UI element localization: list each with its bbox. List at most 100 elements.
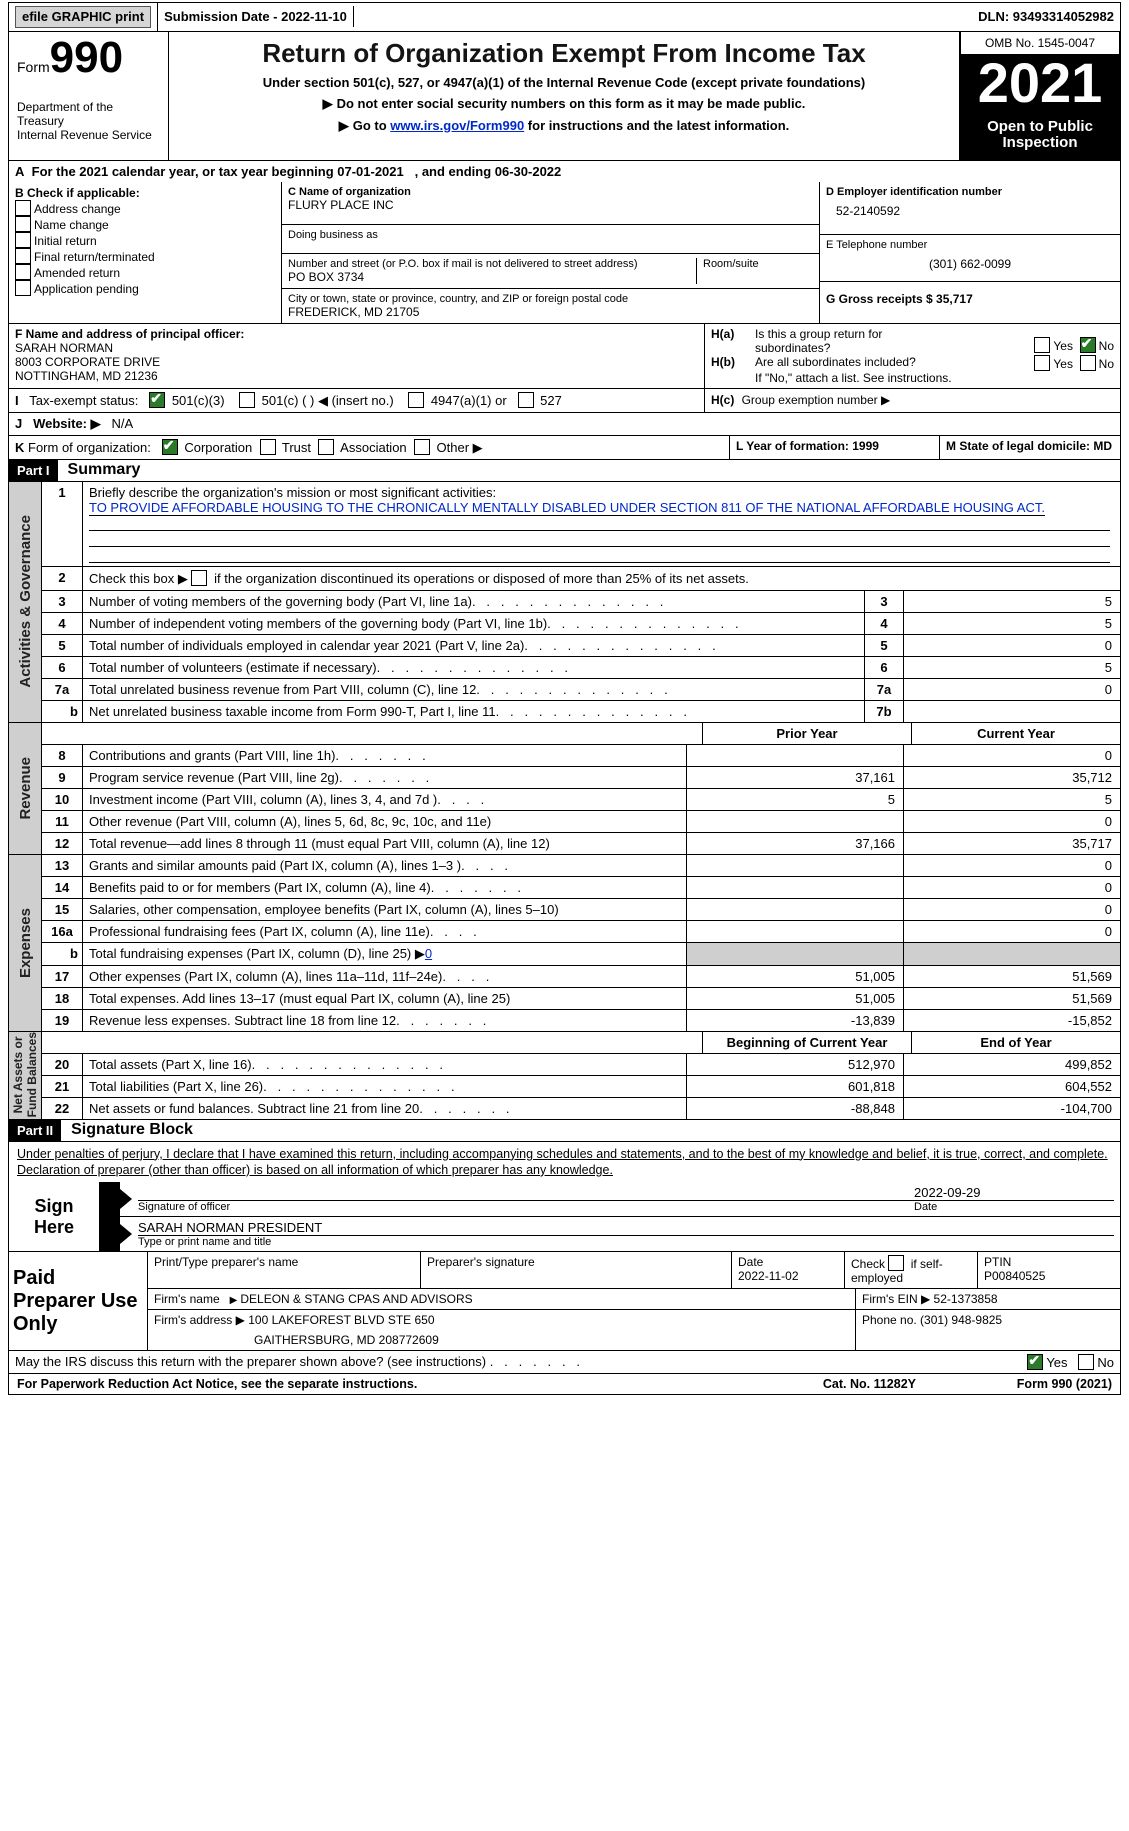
vtab-na: Net Assets or Fund Balances (11, 1032, 39, 1117)
exp-19-text: Revenue less expenses. Subtract line 18 … (83, 1010, 686, 1031)
year-formation: L Year of formation: 1999 (730, 436, 940, 459)
current-year-header: Current Year (911, 723, 1120, 744)
rev-12-py: 37,166 (686, 833, 903, 854)
org-name: FLURY PLACE INC (288, 198, 813, 212)
exp-16b-text: Total fundraising expenses (Part IX, col… (83, 943, 686, 965)
col-b-header: B Check if applicable: (15, 186, 275, 200)
subtitle-2: Do not enter social security numbers on … (323, 96, 806, 112)
line7a-val: 0 (904, 679, 1120, 700)
check-address-change[interactable] (15, 200, 31, 216)
form-org-label: Form of organization: (28, 440, 151, 455)
check-initial-return[interactable] (15, 232, 31, 248)
sign-here-block: Sign Here 2022-09-29 Signature of office… (8, 1182, 1121, 1252)
lbl-4947: 4947(a)(1) or (431, 393, 507, 408)
check-amended-return[interactable] (15, 264, 31, 280)
net-21-cy: 604,552 (903, 1076, 1120, 1097)
exp-18-py: 51,005 (686, 988, 903, 1009)
print-name-label: Type or print name and title (138, 1236, 1114, 1248)
exp-18-text: Total expenses. Add lines 13–17 (must eq… (83, 988, 686, 1009)
telephone-label: E Telephone number (826, 239, 1114, 251)
chk-527[interactable] (518, 392, 534, 408)
chk-association[interactable] (318, 439, 334, 455)
hb-text-2: If "No," attach a list. See instructions… (711, 371, 1114, 385)
part1-title: Summary (58, 461, 141, 479)
exp-13-text: Grants and similar amounts paid (Part IX… (83, 855, 686, 876)
lbl-address-change: Address change (34, 202, 121, 216)
ha-yes-check[interactable] (1034, 337, 1050, 353)
chk-self-employed[interactable] (888, 1255, 904, 1271)
lbl-application-pending: Application pending (34, 282, 139, 296)
hb-yes-lbl: Yes (1053, 357, 1073, 371)
part2-tag: Part II (9, 1120, 61, 1141)
perjury-declaration: Under penalties of perjury, I declare th… (8, 1142, 1121, 1183)
ptin-value: P00840525 (984, 1269, 1045, 1283)
lbl-527: 527 (540, 393, 562, 408)
line5-text: Total number of individuals employed in … (83, 635, 864, 656)
date-label: Date (914, 1201, 1114, 1213)
chk-corporation[interactable] (162, 439, 178, 455)
ha-no-check[interactable] (1080, 337, 1096, 353)
ha-lbl: H(a) (711, 327, 755, 355)
chk-trust[interactable] (260, 439, 276, 455)
footer-form: Form 990 (2021) (1017, 1377, 1112, 1391)
may-no-lbl: No (1097, 1355, 1114, 1370)
chk-other[interactable] (414, 439, 430, 455)
ha-text-2: subordinates? (755, 341, 830, 355)
lbl-trust: Trust (282, 440, 311, 455)
check-final-return[interactable] (15, 248, 31, 264)
ein-value: 52-2140592 (826, 204, 1114, 218)
part1-header: Part I Summary (8, 460, 1121, 482)
line5-val: 0 (904, 635, 1120, 656)
firm-address-2: GAITHERSBURG, MD 208772609 (154, 1327, 849, 1347)
chk-501c[interactable] (239, 392, 255, 408)
firm-phone: Phone no. (301) 948-9825 (856, 1310, 1120, 1350)
may-yes-lbl: Yes (1046, 1355, 1067, 1370)
part2-header: Part II Signature Block (8, 1120, 1121, 1142)
line3-val: 5 (904, 591, 1120, 612)
i-lbl: I (15, 393, 19, 408)
hb-yes-check[interactable] (1034, 355, 1050, 371)
net-22-text: Net assets or fund balances. Subtract li… (83, 1098, 686, 1119)
website-value: N/A (111, 416, 133, 431)
check-application-pending[interactable] (15, 280, 31, 296)
exp-16b-py (686, 943, 903, 965)
may-no-check[interactable] (1078, 1354, 1094, 1370)
chk-discontinued[interactable] (191, 570, 207, 586)
self-emp-check-label: Check (851, 1257, 885, 1271)
chk-501c3[interactable] (149, 392, 165, 408)
footer-cat: Cat. No. 11282Y (815, 1374, 924, 1394)
rev-8-py (686, 745, 903, 766)
preparer-name-label: Print/Type preparer's name (154, 1255, 414, 1269)
line7b-val (904, 701, 1120, 722)
section-activities-governance: Activities & Governance 1 Briefly descri… (8, 482, 1121, 723)
firm-address-label: Firm's address ▶ (154, 1313, 245, 1327)
officer-address-1: 8003 CORPORATE DRIVE (15, 355, 698, 369)
may-yes-check[interactable] (1027, 1354, 1043, 1370)
may-irs-text: May the IRS discuss this return with the… (15, 1354, 486, 1369)
ha-text-1: Is this a group return for (755, 327, 882, 341)
line3-text: Number of voting members of the governin… (83, 591, 864, 612)
gross-receipts: G Gross receipts $ 35,717 (826, 292, 1114, 306)
rev-9-text: Program service revenue (Part VIII, line… (83, 767, 686, 788)
line7a-text: Total unrelated business revenue from Pa… (83, 679, 864, 700)
exp-16b-val: 0 (425, 946, 432, 961)
hb-no-check[interactable] (1080, 355, 1096, 371)
exp-14-py (686, 877, 903, 898)
officer-address-2: NOTTINGHAM, MD 21236 (15, 369, 698, 383)
efile-button[interactable]: efile GRAPHIC print (15, 6, 151, 28)
exp-16a-cy: 0 (903, 921, 1120, 942)
net-20-cy: 499,852 (903, 1054, 1120, 1075)
lbl-name-change: Name change (34, 218, 109, 232)
irs-link[interactable]: www.irs.gov/Form990 (390, 118, 524, 133)
rev-9-py: 37,161 (686, 767, 903, 788)
dept-text: Department of the Treasury Internal Reve… (17, 100, 160, 143)
check-name-change[interactable] (15, 216, 31, 232)
line4-text: Number of independent voting members of … (83, 613, 864, 634)
exp-13-py (686, 855, 903, 876)
k-lbl: K (15, 440, 24, 455)
prior-year-header: Prior Year (702, 723, 911, 744)
net-21-text: Total liabilities (Part X, line 26) (83, 1076, 686, 1097)
arrow-icon-2 (100, 1217, 120, 1251)
chk-4947[interactable] (408, 392, 424, 408)
j-lbl: J (15, 416, 22, 431)
